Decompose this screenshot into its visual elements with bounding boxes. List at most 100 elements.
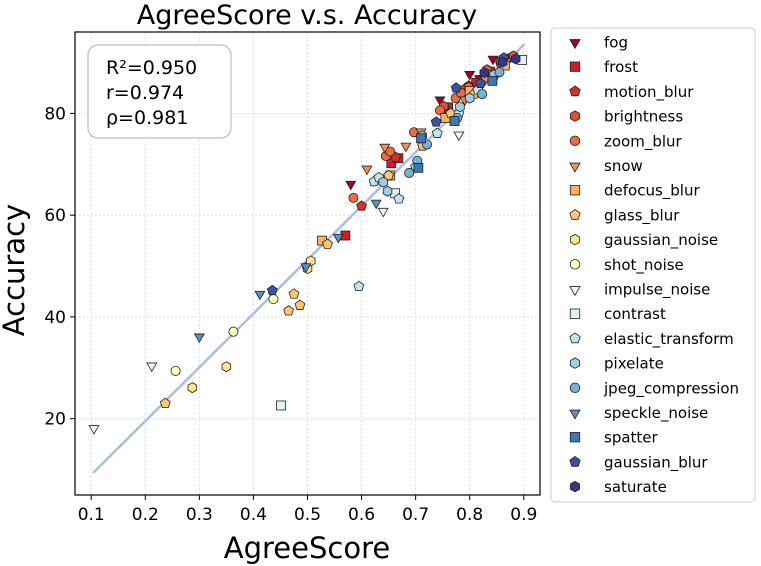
data-point-speckle-noise [300,263,312,273]
legend-marker [569,39,581,50]
legend-item-frost: frost [569,58,638,76]
data-point-pixelate [378,176,388,188]
data-point-snow [361,165,373,176]
legend-item-elastic-transform: elastic_transform [569,330,734,349]
legend-item-fog: fog [569,34,628,52]
data-point-pixelate [382,185,393,197]
legend-marker [569,455,581,467]
legend-label: elastic_transform [604,330,734,349]
grid-lines [75,32,540,495]
data-point-fog [345,180,357,191]
legend-label: gaussian_noise [604,231,718,250]
legend-marker [569,208,581,220]
stats-box-frame [87,44,232,139]
data-point-elastic-transform [393,193,405,204]
legend-marker [569,185,581,196]
legend-marker [569,286,581,297]
x-tick-label: 0.2 [132,505,159,525]
data-point-zoom-blur [434,105,445,116]
legend-item-impulse-noise: impulse_noise [569,281,710,300]
data-point-speckle-noise [370,199,382,210]
data-point-impulse-noise [453,131,465,142]
data-point-pixelate [464,92,475,104]
legend-item-speckle-noise: speckle_noise [569,404,708,423]
data-point-jpeg-compression [477,89,488,100]
data-point-contrast [276,400,286,411]
x-tick-label: 0.4 [240,505,267,525]
legend-label: brightness [604,108,683,126]
data-point-glass-blur [383,169,395,181]
data-point-shot-noise [228,326,239,337]
data-point-glass-blur [283,305,294,316]
legend-label: pixelate [604,355,664,373]
data-point-saturate [497,56,508,68]
legend-label: glass_blur [604,206,680,225]
data-point-jpeg-compression [404,167,415,178]
data-point-speckle-noise [254,290,266,301]
data-point-speckle-noise [193,333,205,344]
legend-item-snow: snow [569,157,643,175]
legend-label: contrast [604,305,666,323]
x-tick-label: 0.9 [510,505,537,525]
data-point-gaussian-noise [187,382,198,394]
data-point-motion-blur [356,200,367,211]
legend-marker [569,432,581,443]
x-tick-label: 0.7 [402,505,429,525]
legend-label: frost [604,58,638,76]
data-point-speckle-noise [332,233,344,244]
legend-item-motion-blur: motion_blur [569,83,694,102]
data-point-spatter [449,116,460,126]
legend-frame [550,27,756,503]
data-point-impulse-noise [377,207,389,218]
legend-label: speckle_noise [604,404,708,423]
data-point-impulse-noise [88,425,100,435]
data-point-fog [487,55,499,66]
data-point-elastic-transform [353,280,365,292]
data-point-elastic-transform [431,127,443,138]
y-tick-label: 60 [44,206,66,226]
x-tick-label: 0.5 [294,505,321,525]
legend-item-pixelate: pixelate [570,355,664,373]
data-point-gaussian-blur [430,116,442,127]
y-axis-label: Accuracy [0,204,31,336]
legend-item-shot-noise: shot_noise [569,256,684,275]
legend-marker [570,357,580,369]
data-point-fog [464,71,476,81]
legend-label: saturate [604,478,667,496]
data-point-pixelate [455,101,465,113]
legend-label: zoom_blur [604,132,683,151]
legend-marker [569,85,581,97]
legend-marker [569,162,581,173]
legend-item-glass-blur: glass_blur [569,206,680,225]
stats-box: R²=0.950 r=0.974 ρ=0.981 [87,44,232,139]
legend-item-gaussian-noise: gaussian_noise [570,231,718,250]
legend-label: fog [604,34,628,52]
legend-label: spatter [604,429,659,447]
legend-item-defocus-blur: defocus_blur [569,182,700,201]
data-point-glass-blur [159,397,171,409]
legend: fog frost motion_blur brightness zoom_blursn… [569,34,739,496]
legend-marker [569,332,581,344]
legend-label: snow [604,157,643,175]
data-point-fog [434,96,446,107]
x-tick-label: 0.8 [456,505,483,525]
data-point-glass-blur [288,288,300,299]
legend-label: jpeg_compression [603,379,739,398]
data-point-saturate [479,67,490,79]
legend-marker [569,135,581,147]
legend-marker [569,382,581,394]
legend-marker [570,233,580,246]
data-point-snow [400,142,412,153]
legend-label: shot_noise [604,256,684,275]
legend-item-spatter: spatter [569,429,659,447]
y-tick-label: 20 [44,410,66,430]
data-point-zoom-blur [348,192,359,203]
y-tick-label: 40 [44,308,66,328]
data-point-spatter [413,162,424,173]
data-point-shot-noise [268,294,279,305]
data-point-frost [386,158,397,169]
axis-ticks: 0.1 0.2 0.3 0.4 0.5 0.6 0.7 0.8 0.9 20 40 60 80 [44,104,537,525]
data-point-impulse-noise [146,362,158,373]
x-tick-label: 0.6 [348,505,375,525]
